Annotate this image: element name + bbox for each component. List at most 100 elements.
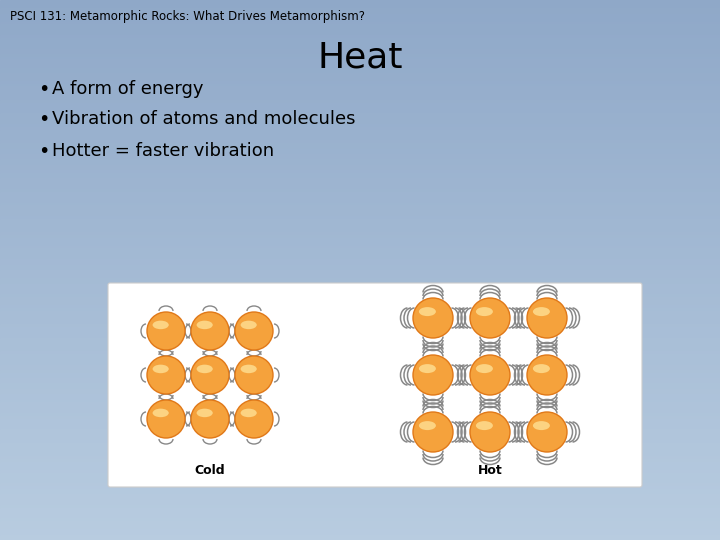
Bar [0,289,720,292]
Bar [0,62,720,65]
Bar [0,370,720,373]
Bar [0,265,720,267]
Bar [0,262,720,265]
Ellipse shape [147,400,185,438]
Bar [0,51,720,54]
Bar [0,505,720,508]
Ellipse shape [419,421,436,430]
Ellipse shape [476,421,493,430]
Bar [0,494,720,497]
Bar [0,227,720,229]
Bar [0,246,720,248]
Bar [0,526,720,529]
Bar [0,86,720,89]
Bar [0,59,720,62]
Bar [0,340,720,343]
Bar [0,224,720,227]
Bar [0,200,720,202]
Bar [0,32,720,35]
Bar [0,68,720,70]
Bar [0,532,720,535]
Bar [0,49,720,51]
Bar [0,394,720,397]
Bar [0,119,720,122]
Bar [0,418,720,421]
Bar [0,294,720,297]
Ellipse shape [240,409,257,417]
Bar [0,238,720,240]
Bar [0,305,720,308]
Bar [0,381,720,383]
Bar [0,14,720,16]
Bar [0,173,720,176]
Bar [0,308,720,310]
Bar [0,165,720,167]
Text: •: • [38,142,50,161]
Ellipse shape [413,298,453,338]
Bar [0,130,720,132]
Bar [0,81,720,84]
Bar [0,143,720,146]
Bar [0,84,720,86]
Bar [0,78,720,81]
Bar [0,124,720,127]
Bar [0,348,720,351]
Bar [0,251,720,254]
Bar [0,35,720,38]
Bar [0,338,720,340]
Ellipse shape [476,307,493,316]
Bar [0,464,720,467]
Bar [0,148,720,151]
Bar [0,378,720,381]
Text: •: • [38,110,50,129]
Bar [0,472,720,475]
Bar [0,429,720,432]
Bar [0,440,720,443]
Bar [0,105,720,108]
Ellipse shape [191,356,229,394]
Bar [0,178,720,181]
Bar [0,100,720,103]
Bar [0,27,720,30]
Bar [0,219,720,221]
Bar [0,186,720,189]
Bar [0,292,720,294]
Bar [0,346,720,348]
Bar [0,451,720,454]
Ellipse shape [470,412,510,452]
Text: Vibration of atoms and molecules: Vibration of atoms and molecules [52,110,356,128]
Bar [0,467,720,470]
Bar [0,184,720,186]
Bar [0,43,720,46]
Bar [0,232,720,235]
Bar [0,211,720,213]
Bar [0,362,720,364]
Bar [0,151,720,154]
Bar [0,181,720,184]
Bar [0,443,720,445]
Bar [0,397,720,400]
Bar [0,243,720,246]
Bar [0,535,720,537]
Bar [0,40,720,43]
Ellipse shape [419,307,436,316]
Ellipse shape [470,298,510,338]
Bar [0,386,720,389]
Ellipse shape [197,409,212,417]
Bar [0,408,720,410]
Bar [0,122,720,124]
Bar [0,216,720,219]
Ellipse shape [527,412,567,452]
Bar [0,302,720,305]
Ellipse shape [191,400,229,438]
Bar [0,537,720,540]
Ellipse shape [470,355,510,395]
Bar [0,375,720,378]
Ellipse shape [533,364,550,373]
Bar [0,518,720,521]
Bar [0,189,720,192]
Ellipse shape [147,356,185,394]
Bar [0,197,720,200]
Bar [0,456,720,459]
Bar [0,278,720,281]
